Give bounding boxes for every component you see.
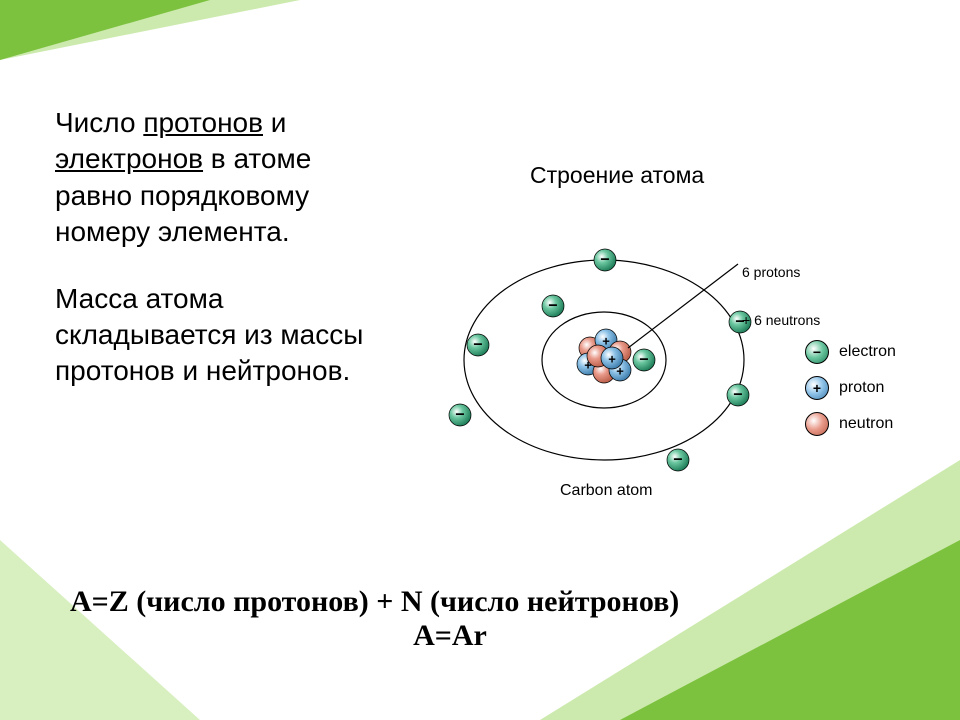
paragraph-2: Масса атома складывается из массы протон… — [55, 281, 395, 390]
underlined-word: протонов — [143, 107, 263, 138]
diagram-title: Строение атома — [530, 162, 704, 189]
legend-label: neutron — [839, 415, 893, 433]
svg-text:−: − — [673, 452, 682, 469]
underlined-word: электронов — [55, 143, 203, 174]
formula-line-1: A=Z (число протонов) + N (число нейтроно… — [70, 585, 679, 618]
proton-icon: + — [805, 376, 829, 400]
legend-label: electron — [839, 343, 896, 361]
main-text-block: Число протонов и электронов в атоме равн… — [55, 105, 395, 390]
svg-text:−: − — [639, 352, 648, 369]
svg-text:−: − — [473, 337, 482, 354]
svg-text:−: − — [548, 298, 557, 315]
svg-text:−: − — [733, 387, 742, 404]
formula-block: A=Z (число протонов) + N (число нейтроно… — [70, 585, 900, 653]
nucleus-line: + 6 neutrons — [742, 312, 820, 328]
formula-line-2: A=Ar — [70, 619, 830, 653]
neutron-icon — [805, 412, 829, 436]
paragraph-1: Число протонов и электронов в атоме равн… — [55, 105, 395, 251]
legend: −electron + proton neutron — [805, 340, 896, 448]
svg-text:−: − — [600, 252, 609, 269]
legend-item-neutron: neutron — [805, 412, 896, 436]
text-fragment: Число — [55, 107, 143, 138]
atom-diagram: ++++−−−−−−−− 6 protons + 6 neutrons −ele… — [420, 200, 920, 520]
legend-label: proton — [839, 379, 884, 397]
legend-item-proton: + proton — [805, 376, 896, 400]
nucleus-line: 6 protons — [742, 264, 820, 280]
svg-text:+: + — [608, 352, 616, 367]
legend-item-electron: −electron — [805, 340, 896, 364]
electron-icon: − — [805, 340, 829, 364]
text-fragment: и — [263, 107, 286, 138]
svg-text:−: − — [455, 407, 464, 424]
carbon-atom-label: Carbon atom — [560, 482, 653, 500]
